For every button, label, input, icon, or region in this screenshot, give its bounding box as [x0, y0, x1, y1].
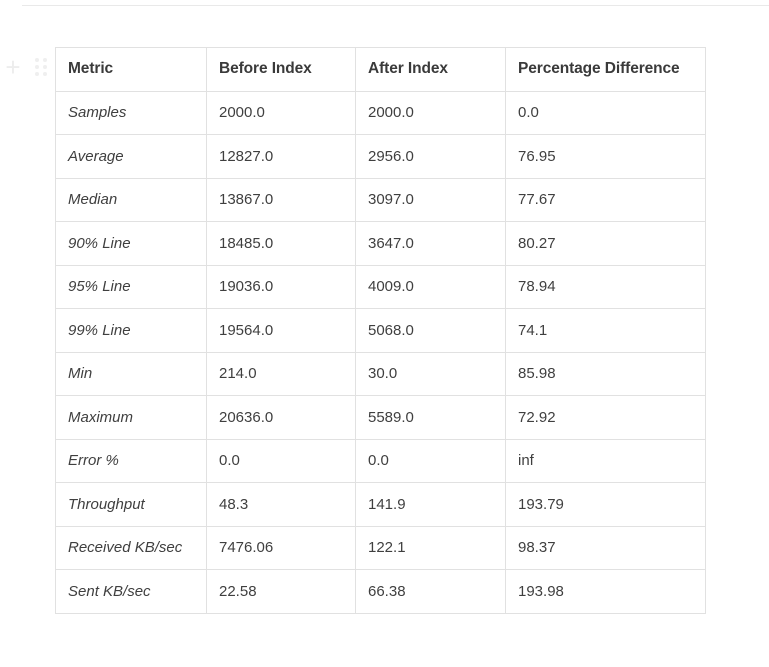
- value-cell: 98.37: [505, 525, 706, 570]
- value-cell: 72.92: [505, 395, 706, 440]
- value-cell: 20636.0: [206, 395, 356, 440]
- metric-name-cell: Received KB/sec: [55, 525, 207, 570]
- value-cell: 0.0: [505, 90, 706, 135]
- table-row: 95% Line 19036.0 4009.0 78.94: [55, 264, 706, 309]
- value-cell: 78.94: [505, 264, 706, 309]
- value-cell: 193.98: [505, 569, 706, 614]
- table-row: Median 13867.0 3097.0 77.67: [55, 177, 706, 222]
- value-cell: 80.27: [505, 221, 706, 266]
- table-row: 90% Line 18485.0 3647.0 80.27: [55, 221, 706, 266]
- table-row: Sent KB/sec 22.58 66.38 193.98: [55, 569, 706, 614]
- value-cell: 122.1: [355, 525, 506, 570]
- value-cell: 19564.0: [206, 308, 356, 353]
- value-cell: 18485.0: [206, 221, 356, 266]
- value-cell: 48.3: [206, 482, 356, 527]
- metric-name-cell: Error %: [55, 438, 207, 483]
- column-header-percentage-difference: Percentage Difference: [505, 47, 706, 92]
- value-cell: 7476.06: [206, 525, 356, 570]
- drag-handle-icon[interactable]: [34, 57, 48, 77]
- value-cell: 2000.0: [355, 90, 506, 135]
- column-header-metric: Metric: [55, 47, 207, 92]
- value-cell: 22.58: [206, 569, 356, 614]
- table-row: Min 214.0 30.0 85.98: [55, 351, 706, 396]
- metric-name-cell: Min: [55, 351, 207, 396]
- value-cell: 0.0: [355, 438, 506, 483]
- metric-name-cell: Samples: [55, 90, 207, 135]
- value-cell: 3647.0: [355, 221, 506, 266]
- metric-name-cell: 95% Line: [55, 264, 207, 309]
- value-cell: 5068.0: [355, 308, 506, 353]
- value-cell: 77.67: [505, 177, 706, 222]
- metric-name-cell: Average: [55, 134, 207, 179]
- value-cell: 76.95: [505, 134, 706, 179]
- metric-name-cell: Maximum: [55, 395, 207, 440]
- table-row: Average 12827.0 2956.0 76.95: [55, 134, 706, 179]
- value-cell: 3097.0: [355, 177, 506, 222]
- table-row: Received KB/sec 7476.06 122.1 98.37: [55, 525, 706, 570]
- block-controls: +: [0, 54, 48, 80]
- value-cell: 2000.0: [206, 90, 356, 135]
- value-cell: 12827.0: [206, 134, 356, 179]
- value-cell: 30.0: [355, 351, 506, 396]
- value-cell: 85.98: [505, 351, 706, 396]
- metrics-comparison-table: Metric Before Index After Index Percentage …: [55, 47, 706, 614]
- metric-name-cell: 90% Line: [55, 221, 207, 266]
- table-row: Samples 2000.0 2000.0 0.0: [55, 90, 706, 135]
- value-cell: 2956.0: [355, 134, 506, 179]
- table-row: 99% Line 19564.0 5068.0 74.1: [55, 308, 706, 353]
- metric-name-cell: 99% Line: [55, 308, 207, 353]
- table-row: Throughput 48.3 141.9 193.79: [55, 482, 706, 527]
- metric-name-cell: Sent KB/sec: [55, 569, 207, 614]
- table-row: Maximum 20636.0 5589.0 72.92: [55, 395, 706, 440]
- value-cell: inf: [505, 438, 706, 483]
- value-cell: 0.0: [206, 438, 356, 483]
- column-header-after-index: After Index: [355, 47, 506, 92]
- plus-icon[interactable]: +: [5, 52, 21, 82]
- value-cell: 5589.0: [355, 395, 506, 440]
- table-row: Error % 0.0 0.0 inf: [55, 438, 706, 483]
- value-cell: 19036.0: [206, 264, 356, 309]
- top-divider: [22, 5, 769, 6]
- value-cell: 141.9: [355, 482, 506, 527]
- value-cell: 193.79: [505, 482, 706, 527]
- metric-name-cell: Median: [55, 177, 207, 222]
- value-cell: 214.0: [206, 351, 356, 396]
- table-header-row: Metric Before Index After Index Percentage …: [55, 47, 706, 92]
- column-header-before-index: Before Index: [206, 47, 356, 92]
- value-cell: 13867.0: [206, 177, 356, 222]
- value-cell: 74.1: [505, 308, 706, 353]
- metric-name-cell: Throughput: [55, 482, 207, 527]
- value-cell: 4009.0: [355, 264, 506, 309]
- value-cell: 66.38: [355, 569, 506, 614]
